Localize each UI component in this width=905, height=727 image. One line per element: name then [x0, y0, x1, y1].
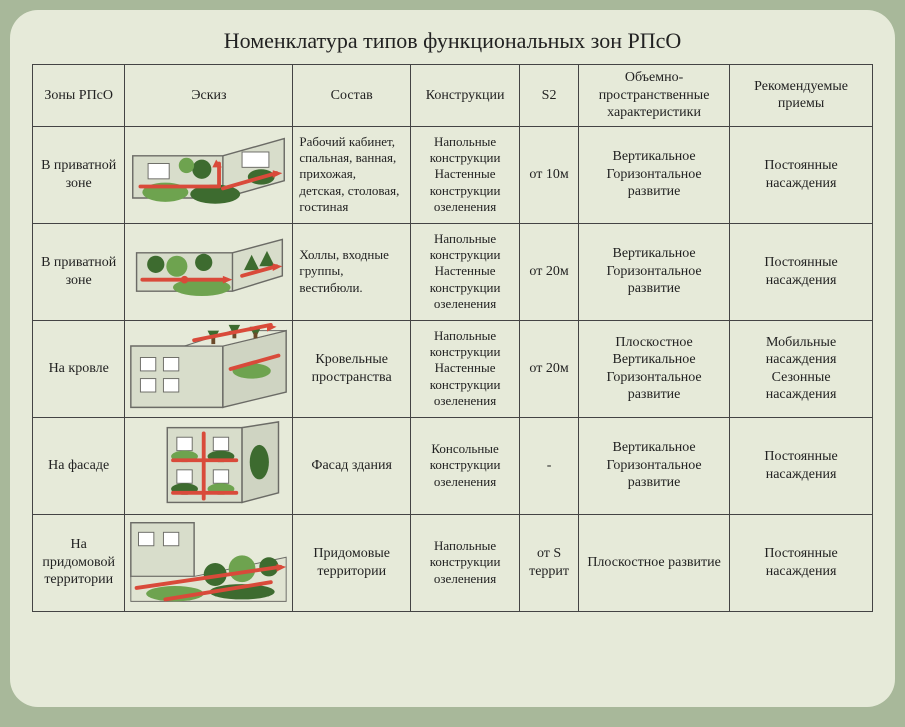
zones-table: Зоны РПсО Эскиз Состав Конструкции S2 Об… [32, 64, 873, 612]
cell-zone: В приватной зоне [33, 223, 125, 320]
cell-recommendations: Постоянные насаждения [730, 126, 873, 223]
cell-composition: Кровельные пространства [293, 320, 411, 417]
header-recommendations: Рекомендуемые приемы [730, 65, 873, 127]
cell-sketch [125, 514, 293, 611]
cell-characteristics: ВертикальноеГоризонтальное развитие [578, 223, 729, 320]
header-sketch: Эскиз [125, 65, 293, 127]
sketch-yard-icon [127, 517, 290, 609]
sketch-facade-icon [127, 420, 290, 512]
cell-sketch [125, 320, 293, 417]
header-s2: S2 [520, 65, 579, 127]
cell-construction: Напольные конструкцииНастенные конструкц… [410, 320, 519, 417]
header-characteristics: Объемно-пространственные характеристики [578, 65, 729, 127]
card: Номенклатура типов функциональных зон РП… [10, 10, 895, 707]
cell-characteristics: ВертикальноеГоризонтальное развитие [578, 417, 729, 514]
cell-s2: - [520, 417, 579, 514]
cell-sketch [125, 417, 293, 514]
cell-sketch [125, 126, 293, 223]
cell-zone: На фасаде [33, 417, 125, 514]
cell-zone: В приватной зоне [33, 126, 125, 223]
cell-composition: Рабочий кабинет, спальная, ванная, прихо… [293, 126, 411, 223]
table-row: В приватной зоне [33, 126, 873, 223]
cell-construction: Напольные конструкцииНастенные конструкц… [410, 223, 519, 320]
cell-construction: Консольные конструкции озеленения [410, 417, 519, 514]
table-row: На придомовой территории [33, 514, 873, 611]
cell-characteristics: Плоскостное развитие [578, 514, 729, 611]
cell-composition: Фасад здания [293, 417, 411, 514]
cell-construction: Напольные конструкцииНастенные конструкц… [410, 126, 519, 223]
table-row: На фасаде [33, 417, 873, 514]
sketch-interior-icon [127, 129, 290, 221]
cell-zone: На кровле [33, 320, 125, 417]
cell-recommendations: Мобильные насажденияСезонные насаждения [730, 320, 873, 417]
sketch-roof-icon [127, 323, 290, 415]
cell-sketch [125, 223, 293, 320]
cell-s2: от 10м [520, 126, 579, 223]
cell-s2: от S террит [520, 514, 579, 611]
table-row: В приватной зоне [33, 223, 873, 320]
cell-recommendations: Постоянные насаждения [730, 514, 873, 611]
table-header-row: Зоны РПсО Эскиз Состав Конструкции S2 Об… [33, 65, 873, 127]
table-row: На кровле [33, 320, 873, 417]
cell-characteristics: ВертикальноеГоризонтальное развитие [578, 126, 729, 223]
sketch-lobby-icon [127, 226, 290, 318]
page-title: Номенклатура типов функциональных зон РП… [32, 28, 873, 54]
header-construction: Конструкции [410, 65, 519, 127]
header-zone: Зоны РПсО [33, 65, 125, 127]
cell-s2: от 20м [520, 223, 579, 320]
cell-recommendations: Постоянные насаждения [730, 223, 873, 320]
cell-composition: Придомовые территории [293, 514, 411, 611]
cell-characteristics: ПлоскостноеВертикальноеГоризонтальное ра… [578, 320, 729, 417]
cell-recommendations: Постоянные насаждения [730, 417, 873, 514]
cell-composition: Холлы, входные группы, вестибюли. [293, 223, 411, 320]
cell-zone: На придомовой территории [33, 514, 125, 611]
header-composition: Состав [293, 65, 411, 127]
cell-construction: Напольные конструкции озеленения [410, 514, 519, 611]
cell-s2: от 20м [520, 320, 579, 417]
